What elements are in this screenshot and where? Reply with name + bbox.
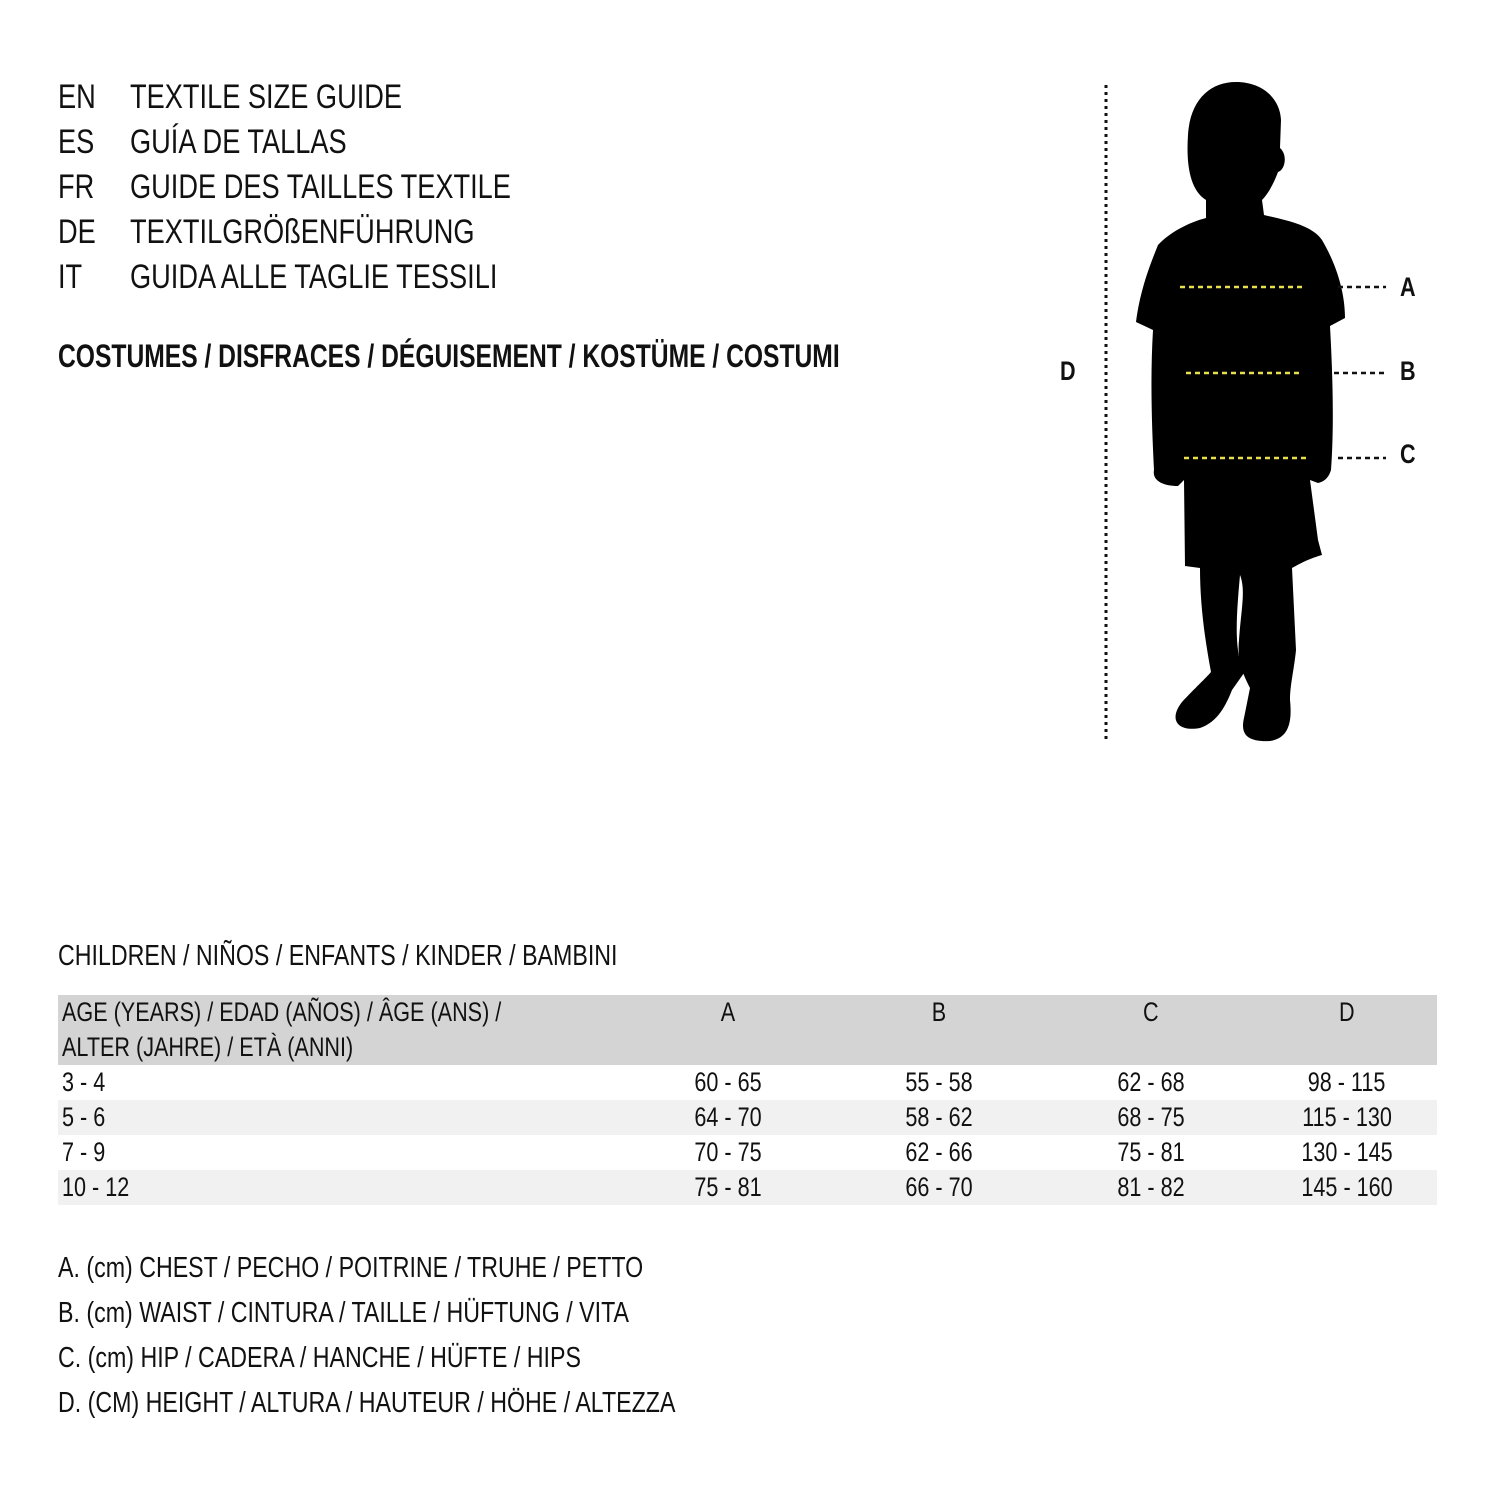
cell-c: 68 - 75 (1117, 1102, 1185, 1132)
cell-age: 3 - 4 (62, 1067, 106, 1097)
table-row: 3 - 4 60 - 65 55 - 58 62 - 68 98 - 115 (58, 1065, 1437, 1100)
title-de: TEXTILGRÖßENFÜHRUNG (130, 213, 475, 251)
header-b: B (932, 997, 947, 1027)
lang-code-es: ES (58, 123, 95, 161)
table-subtitle: CHILDREN / NIÑOS / ENFANTS / KINDER / BA… (58, 940, 618, 972)
cell-d: 145 - 160 (1301, 1172, 1393, 1202)
table-header-row: AGE (YEARS) / EDAD (AÑOS) / ÂGE (ANS) / A… (58, 995, 1437, 1065)
legend-item-c: C. (cm) HIP / CADERA / HANCHE / HÜFTE / … (58, 1342, 581, 1374)
cell-a: 75 - 81 (694, 1172, 762, 1202)
cell-a: 60 - 65 (694, 1067, 762, 1097)
cell-d: 130 - 145 (1301, 1137, 1393, 1167)
lang-code-en: EN (58, 78, 96, 116)
header-d: D (1339, 997, 1355, 1027)
title-fr: GUIDE DES TAILLES TEXTILE (130, 168, 511, 206)
cell-d: 98 - 115 (1308, 1067, 1386, 1097)
cell-c: 81 - 82 (1117, 1172, 1185, 1202)
title-es: GUÍA DE TALLAS (130, 123, 347, 161)
lang-code-de: DE (58, 213, 96, 251)
table-row: 10 - 12 75 - 81 66 - 70 81 - 82 145 - 16… (58, 1170, 1437, 1205)
cell-b: 62 - 66 (905, 1137, 974, 1167)
cell-a: 70 - 75 (694, 1137, 762, 1167)
label-c: C (1400, 439, 1416, 469)
header-age: AGE (YEARS) / EDAD (AÑOS) / ÂGE (ANS) / A… (62, 997, 502, 1062)
header-a: A (720, 997, 736, 1027)
child-silhouette (1136, 82, 1345, 742)
category-heading: COSTUMES / DISFRACES / DÉGUISEMENT / KOS… (58, 338, 840, 374)
legend-item-b: B. (cm) WAIST / CINTURA / TAILLE / HÜFTU… (58, 1297, 630, 1329)
label-b: B (1400, 356, 1416, 386)
lang-code-fr: FR (58, 168, 95, 206)
cell-a: 64 - 70 (694, 1102, 762, 1132)
legend-item-a: A. (cm) CHEST / PECHO / POITRINE / TRUHE… (58, 1252, 644, 1284)
title-it: GUIDA ALLE TAGLIE TESSILI (130, 258, 498, 296)
cell-age: 5 - 6 (62, 1102, 106, 1132)
cell-b: 58 - 62 (905, 1102, 974, 1132)
label-a: A (1400, 272, 1416, 302)
header-c: C (1143, 997, 1159, 1027)
cell-b: 55 - 58 (905, 1067, 974, 1097)
cell-b: 66 - 70 (905, 1172, 974, 1202)
cell-age: 10 - 12 (62, 1172, 130, 1202)
table-row: 5 - 6 64 - 70 58 - 62 68 - 75 115 - 130 (58, 1100, 1437, 1135)
table-row: 7 - 9 70 - 75 62 - 66 75 - 81 130 - 145 (58, 1135, 1437, 1170)
cell-d: 115 - 130 (1302, 1102, 1392, 1132)
label-d: D (1060, 356, 1076, 386)
lang-code-it: IT (58, 258, 83, 296)
title-en: TEXTILE SIZE GUIDE (130, 78, 403, 116)
cell-c: 75 - 81 (1117, 1137, 1185, 1167)
legend-item-d: D. (CM) HEIGHT / ALTURA / HAUTEUR / HÖHE… (58, 1387, 676, 1419)
size-table: AGE (YEARS) / EDAD (AÑOS) / ÂGE (ANS) / A… (58, 995, 1437, 1205)
child-silhouette-figure (1104, 82, 1386, 742)
cell-age: 7 - 9 (62, 1137, 106, 1167)
cell-c: 62 - 68 (1117, 1067, 1185, 1097)
